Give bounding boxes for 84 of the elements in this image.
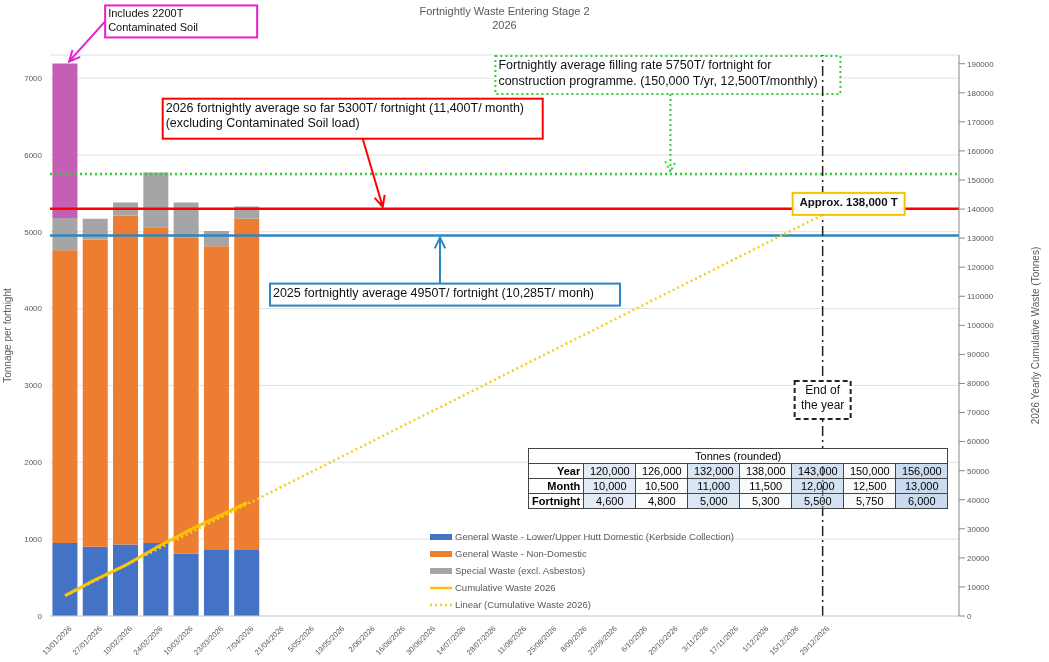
legend-label: Cumulative Waste 2026 (455, 582, 556, 593)
y-axis-title: Tonnage per fortnight (1, 288, 13, 383)
bar (234, 549, 260, 616)
data-label: 13,000 (895, 478, 948, 494)
y2-tick-label: 120000 (967, 263, 995, 273)
bar (203, 549, 229, 616)
data-label: 11,000 (687, 478, 740, 494)
legend-label: Special Waste (excl. Asbestos) (455, 565, 586, 576)
y-tick-label: 7000 (24, 73, 43, 83)
y2-tick-label: 100000 (967, 321, 995, 331)
data-label: 5,300 (739, 493, 792, 509)
y2-tick-label: 110000 (967, 292, 994, 302)
y-tick-label: 6000 (24, 150, 43, 160)
bar (143, 227, 169, 543)
bar (82, 546, 108, 616)
y2-tick-label: 40000 (967, 495, 990, 505)
bar (173, 237, 199, 554)
data-label: 11,500 (739, 478, 792, 494)
bar (203, 246, 229, 550)
y2-tick-label: 170000 (967, 117, 995, 127)
bar (113, 215, 139, 545)
legend-label: Linear (Cumulative Waste 2026) (455, 599, 591, 610)
ref-line-label: End of the year (799, 383, 846, 413)
bar (113, 544, 139, 616)
bar (52, 542, 78, 616)
chart-title: Fortnightly Waste Entering Stage 2 (419, 5, 590, 17)
chart-title: Tonnes (rounded) (528, 448, 948, 464)
data-label: 12,500 (843, 478, 896, 494)
y2-tick-label: 70000 (967, 408, 990, 418)
bar (143, 542, 169, 616)
y2-tick-label: 0 (967, 611, 972, 621)
data-label: 120,000 (583, 463, 636, 479)
y2-tick-label: 160000 (967, 146, 995, 156)
data-label: 143,000 (791, 463, 844, 479)
y2-tick-label: 50000 (967, 466, 990, 476)
y2-tick-label: 130000 (967, 233, 995, 243)
y-tick-label: Month (528, 478, 584, 494)
data-label: 156,000 (895, 463, 948, 479)
chart-subtitle: 2026 (492, 19, 517, 31)
y2-tick-label: 190000 (967, 59, 995, 69)
y-tick-label: 2000 (24, 458, 43, 468)
data-label: 4,800 (635, 493, 688, 509)
y-tick-label: 4000 (24, 304, 43, 314)
y2-tick-label: 30000 (967, 524, 990, 534)
y-tick-label: 0 (37, 611, 43, 621)
y-tick-label: Year (528, 463, 584, 479)
bar (173, 553, 199, 616)
ref-line-label: Fortnightly average filling rate 5750T/ fortnight for construction programme. (150,000 T/yr, 12,500T/monthly) (498, 58, 819, 90)
y-tick-label: 1000 (24, 534, 43, 544)
y2-axis-title: 2026 Yearly Cumulative Waste (Tonnes) (1029, 246, 1041, 425)
legend-label: General Waste - Lower/Upper Hutt Domestic (Kerbside Collection) (455, 531, 734, 542)
data-label: 5,000 (687, 493, 740, 509)
y2-tick-label: 60000 (967, 437, 990, 447)
annotation: Includes 2200T Contaminated Soil (108, 7, 200, 35)
data-label: 6,000 (895, 493, 948, 509)
data-label: 5,500 (791, 493, 844, 509)
y2-tick-label: 90000 (967, 350, 990, 360)
y2-tick-label: 20000 (967, 553, 990, 563)
annotation: Approx. 138,000 T (798, 194, 899, 210)
data-label: 12,000 (791, 478, 844, 494)
y2-tick-label: 140000 (967, 204, 995, 214)
ref-line-label: 2025 fortnightly average 4950T/ fortnight (10,285T/ monh) (272, 285, 595, 302)
bar (82, 239, 108, 547)
y2-tick-label: 150000 (967, 175, 995, 185)
bar (52, 63, 78, 218)
data-label: 150,000 (843, 463, 896, 479)
y-tick-label: 3000 (24, 381, 43, 391)
data-label: 5,750 (843, 493, 896, 509)
data-label: 10,000 (583, 478, 636, 494)
y2-tick-label: 80000 (967, 379, 990, 389)
y2-tick-label: 10000 (967, 582, 990, 592)
legend-label: General Waste - Non-Domestic (455, 548, 587, 559)
data-label: 10,500 (635, 478, 688, 494)
data-label: 4,600 (583, 493, 636, 509)
data-label: 138,000 (739, 463, 792, 479)
data-label: 126,000 (635, 463, 688, 479)
y2-tick-label: 180000 (967, 88, 995, 98)
bar (143, 172, 169, 228)
y-tick-label: Fortnight (528, 493, 584, 509)
data-label: 132,000 (687, 463, 740, 479)
ref-line-label: 2026 fortnightly average so far 5300T/ fortnight (11,400T/ month) (excluding Contaminated Soil load) (165, 100, 525, 132)
bar (234, 218, 260, 550)
bar (52, 250, 78, 543)
y-tick-label: 5000 (24, 227, 43, 237)
